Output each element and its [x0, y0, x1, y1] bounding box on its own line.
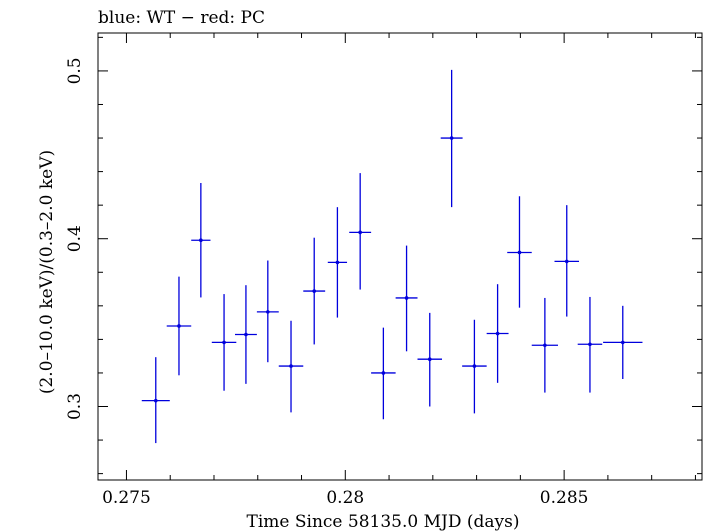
data-point: [462, 319, 487, 414]
x-axis-ticks: 0.275 0.28 0.285: [102, 33, 696, 508]
point-marker: [335, 260, 340, 265]
x-tick-label: 0.275: [102, 488, 151, 508]
data-point: [603, 305, 643, 379]
point-marker: [404, 296, 409, 300]
y-axis-label: (2.0–10.0 keV)/(0.3–2.0 keV): [37, 150, 57, 394]
x-tick-label: 0.285: [540, 488, 589, 508]
data-point: [417, 312, 443, 407]
data-point: [278, 320, 304, 413]
data-point: [507, 196, 532, 308]
point-marker: [620, 340, 625, 345]
point-marker: [177, 324, 181, 328]
data-point: [166, 276, 192, 376]
point-marker: [289, 364, 293, 368]
point-marker: [244, 332, 248, 337]
point-marker: [427, 357, 432, 361]
data-point: [554, 205, 580, 317]
data-point: [303, 237, 326, 345]
point-marker: [472, 364, 477, 368]
y-axis-ticks: 0.3 0.4 0.5: [65, 36, 702, 475]
y-tick-label: 0.5: [65, 57, 85, 84]
point-marker: [449, 136, 454, 140]
point-marker: [517, 250, 522, 255]
x-axis-label: Time Since 58135.0 MJD (days): [247, 512, 520, 532]
point-marker: [495, 331, 500, 336]
data-point: [531, 297, 559, 393]
data-point: [395, 245, 418, 352]
data-point: [211, 294, 237, 391]
data-point: [234, 285, 257, 384]
plot-frame: [97, 32, 703, 481]
point-marker: [381, 371, 386, 375]
data-point: [141, 357, 170, 444]
y-tick-label: 0.3: [65, 393, 85, 420]
data-point: [256, 260, 279, 363]
data-point: [349, 173, 372, 290]
point-marker: [153, 398, 158, 403]
y-tick-label: 0.4: [65, 225, 85, 252]
data-point: [440, 69, 463, 208]
x-tick-label: 0.28: [326, 488, 364, 508]
point-marker: [266, 310, 270, 314]
point-marker: [199, 238, 203, 243]
point-marker: [312, 289, 317, 293]
data-point: [327, 207, 348, 318]
data-points: [141, 69, 643, 444]
point-marker: [222, 340, 226, 345]
data-point: [577, 296, 603, 393]
point-marker: [358, 230, 362, 235]
data-point: [371, 327, 396, 420]
point-marker: [564, 259, 569, 264]
chart-title: blue: WT − red: PC: [98, 8, 265, 28]
point-marker: [543, 343, 547, 348]
data-point: [486, 284, 509, 383]
data-point: [191, 183, 211, 298]
point-marker: [588, 342, 592, 347]
